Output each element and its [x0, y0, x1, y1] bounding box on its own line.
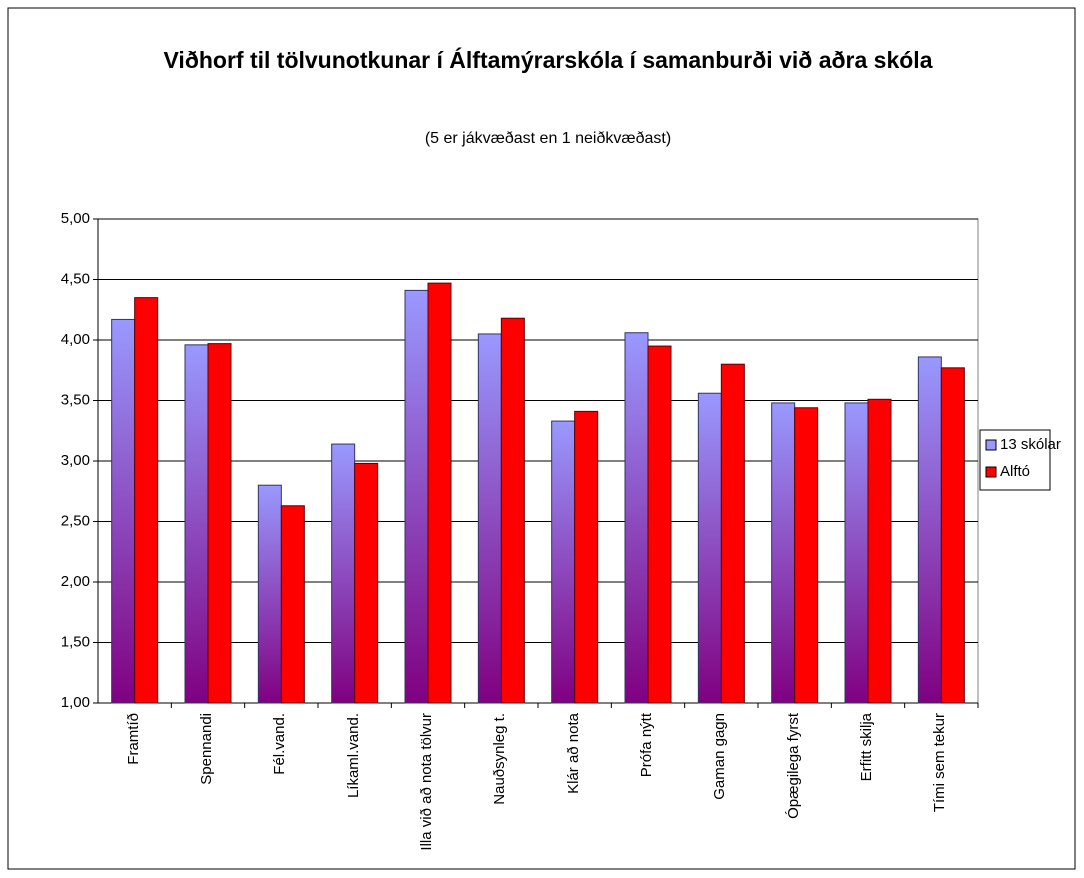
- bar: [844, 402, 869, 704]
- y-tick-label: 3,50: [61, 391, 90, 408]
- bar: [354, 462, 379, 704]
- bar: [551, 420, 576, 704]
- x-tick-label: Gaman gagn: [711, 713, 729, 800]
- y-tick-label: 2,50: [61, 512, 90, 529]
- y-tick-label: 5,00: [61, 210, 90, 227]
- bar: [207, 343, 232, 704]
- x-tick-label: Prófa nýtt: [638, 713, 655, 778]
- x-tick-label: Fél.vand.: [271, 713, 289, 775]
- legend-swatch: [985, 466, 997, 478]
- y-tick-label: 4,00: [61, 331, 90, 348]
- chart-title: Viðhorf til tölvunotkunar í Álftamýrarsk…: [163, 47, 933, 73]
- bar: [771, 402, 796, 704]
- x-tick-label: Ópægilega fyrst: [784, 713, 802, 819]
- x-tick-label: Illa við að nota tölvur: [418, 713, 435, 851]
- y-tick-label: 3,00: [61, 452, 90, 469]
- x-tick-label: Spennandi: [198, 713, 215, 785]
- bar: [257, 484, 282, 704]
- bar: [477, 333, 502, 704]
- legend-swatch: [985, 439, 997, 451]
- bar: [917, 356, 942, 704]
- bar: [624, 332, 649, 704]
- bar: [404, 289, 429, 704]
- chart-subtitle: (5 er jákvæðast en 1 neiðkvæðast): [424, 130, 672, 147]
- bar: [940, 367, 965, 704]
- bar: [331, 443, 356, 704]
- x-tick-label: Erfitt skilja: [858, 713, 875, 782]
- x-tick-label: Tími sem tekur: [931, 713, 949, 813]
- bar: [427, 282, 452, 704]
- y-tick-label: 1,50: [61, 633, 90, 650]
- y-tick-label: 2,00: [61, 573, 90, 590]
- x-tick-label: Líkaml.vand.: [344, 713, 362, 799]
- bar: [697, 392, 722, 704]
- legend-label: Alftó: [1000, 463, 1030, 480]
- bar: [184, 344, 209, 704]
- bar: [280, 505, 305, 704]
- bar: [500, 317, 525, 704]
- x-tick-label: Nauðsynleg t.: [491, 713, 509, 805]
- bar: [574, 410, 599, 704]
- y-tick-label: 1,00: [61, 694, 90, 711]
- bar: [111, 318, 136, 704]
- bar: [134, 297, 159, 704]
- bar: [720, 363, 745, 704]
- bar: [867, 398, 892, 704]
- legend-label: 13 skólar: [1000, 436, 1061, 453]
- bar: [647, 345, 672, 704]
- bar: [794, 407, 819, 704]
- x-tick-label: Klár að nota: [564, 713, 582, 794]
- y-tick-label: 4,50: [61, 270, 90, 287]
- x-tick-label: Framtíð: [124, 713, 142, 765]
